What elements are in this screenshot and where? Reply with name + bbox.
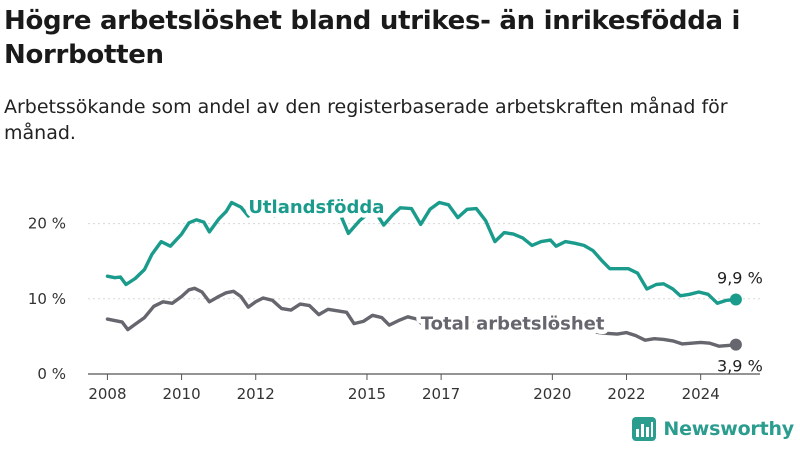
x-tick-label: 2024 [682, 385, 720, 403]
series-label-halo: Utlandsfödda [248, 197, 384, 218]
series-line-total [105, 286, 738, 348]
series-label: Total arbetslöshet [421, 314, 605, 335]
x-tick-label: 2015 [348, 385, 386, 403]
x-tick-label: 2017 [422, 385, 460, 403]
y-axis-ticks: 0 % 10 % 20 % [28, 215, 66, 383]
series-lines [105, 200, 738, 348]
end-markers: 9,9 % 3,9 % [717, 269, 763, 376]
y-tick-label: 10 % [28, 290, 66, 308]
brand-name: Newsworthy [663, 418, 794, 440]
x-tick-label: 2010 [162, 385, 200, 403]
gridlines [88, 223, 760, 300]
series-line-utlandsfodda [105, 200, 738, 305]
x-tick-label: 2012 [237, 385, 275, 403]
end-value-label: 3,9 % [717, 357, 763, 376]
brand-logo: Newsworthy [631, 414, 794, 444]
series-label: Utlandsfödda [248, 197, 384, 218]
end-value-label: 9,9 % [717, 269, 763, 288]
y-tick-label: 20 % [28, 215, 66, 233]
x-axis: 2008 2010 2012 2015 2017 2020 2022 2024 [88, 373, 760, 403]
end-marker [729, 293, 742, 306]
y-tick-label: 0 % [37, 365, 66, 383]
bar-chart-logo-icon [632, 417, 657, 441]
chart-subtitle: Arbetssökande som andel av den registerb… [4, 96, 728, 144]
x-tick-label: 2020 [533, 385, 571, 403]
x-tick-label: 2008 [88, 385, 126, 403]
series-label-halo: Total arbetslöshet [421, 314, 605, 335]
chart-title: Högre arbetslöshet bland utrikes- än inr… [4, 6, 741, 70]
x-tick-label: 2022 [607, 385, 645, 403]
end-marker [729, 338, 742, 351]
